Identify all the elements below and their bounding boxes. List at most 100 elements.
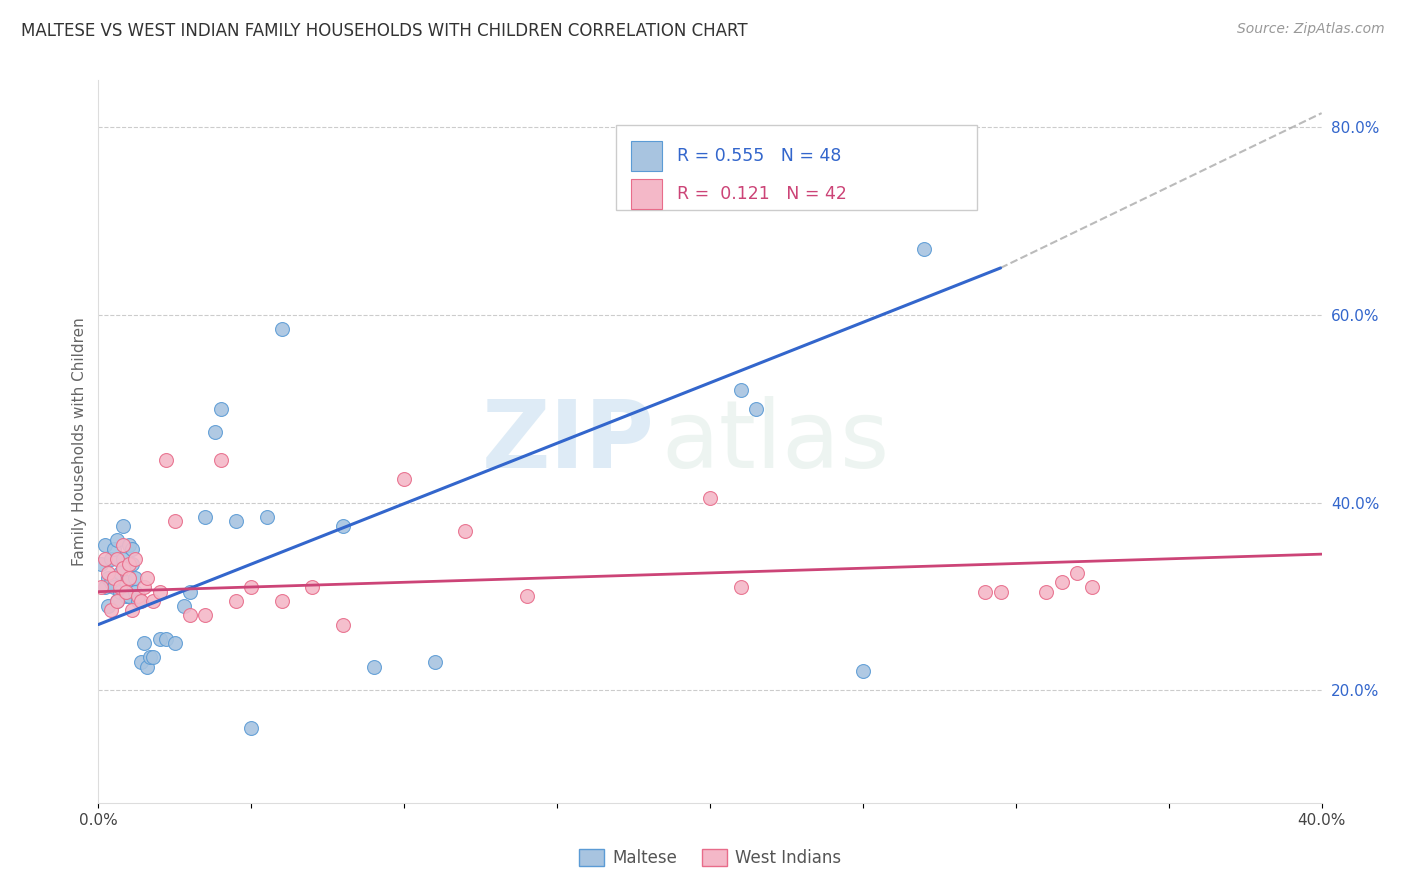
Point	[1035, 584, 1057, 599]
Point	[149, 584, 172, 599]
Point	[392, 472, 416, 486]
Point	[1066, 566, 1088, 580]
Text: MALTESE VS WEST INDIAN FAMILY HOUSEHOLDS WITH CHILDREN CORRELATION CHART: MALTESE VS WEST INDIAN FAMILY HOUSEHOLDS…	[21, 22, 748, 40]
Point	[912, 242, 935, 256]
Point	[121, 603, 143, 617]
Point	[118, 590, 141, 604]
Point	[516, 590, 538, 604]
Point	[194, 608, 217, 623]
Text: atlas: atlas	[661, 395, 890, 488]
Point	[225, 514, 247, 528]
Point	[105, 533, 128, 547]
Point	[105, 551, 128, 566]
Point	[103, 542, 125, 557]
Point	[97, 599, 120, 613]
Point	[194, 509, 217, 524]
Point	[97, 566, 120, 580]
Point	[142, 650, 165, 665]
Point	[852, 665, 875, 679]
Point	[139, 650, 162, 665]
Point	[134, 636, 156, 650]
Point	[974, 584, 997, 599]
Text: R =  0.121   N = 42: R = 0.121 N = 42	[678, 185, 846, 202]
Point	[173, 599, 195, 613]
Point	[121, 557, 143, 571]
Point	[163, 636, 186, 650]
Point	[118, 538, 141, 552]
Point	[179, 608, 201, 623]
Point	[163, 514, 186, 528]
Point	[100, 575, 122, 590]
Bar	[630, 141, 662, 171]
Point	[115, 590, 138, 604]
Point	[100, 603, 122, 617]
Point	[118, 571, 141, 585]
Point	[301, 580, 323, 594]
Point	[129, 594, 152, 608]
Point	[127, 594, 149, 608]
Point	[115, 575, 138, 590]
Point	[990, 584, 1012, 599]
Point	[108, 580, 131, 594]
Text: R = 0.555   N = 48: R = 0.555 N = 48	[678, 147, 841, 165]
Text: ZIP: ZIP	[482, 395, 655, 488]
Point	[111, 551, 134, 566]
Point	[204, 425, 226, 439]
Point	[209, 401, 232, 416]
Point	[730, 580, 752, 594]
Point	[111, 538, 134, 552]
Point	[129, 655, 152, 669]
Point	[105, 594, 128, 608]
Point	[155, 453, 177, 467]
Point	[100, 551, 122, 566]
Point	[332, 519, 354, 533]
Point	[745, 401, 768, 416]
Point	[124, 551, 146, 566]
Point	[103, 571, 125, 585]
Point	[136, 659, 159, 673]
Point	[90, 580, 112, 594]
Legend: Maltese, West Indians: Maltese, West Indians	[572, 842, 848, 874]
Point	[111, 519, 134, 533]
Point	[155, 632, 177, 646]
Point	[134, 580, 156, 594]
Point	[225, 594, 247, 608]
Point	[111, 561, 134, 575]
Point	[332, 617, 354, 632]
Point	[240, 580, 263, 594]
Point	[124, 584, 146, 599]
FancyBboxPatch shape	[616, 125, 977, 211]
Point	[124, 571, 146, 585]
Point	[121, 542, 143, 557]
Y-axis label: Family Households with Children: Family Households with Children	[72, 318, 87, 566]
Point	[103, 580, 125, 594]
Point	[142, 594, 165, 608]
Point	[97, 571, 120, 585]
Point	[270, 594, 292, 608]
Text: Source: ZipAtlas.com: Source: ZipAtlas.com	[1237, 22, 1385, 37]
Bar	[630, 178, 662, 209]
Point	[93, 551, 115, 566]
Point	[423, 655, 446, 669]
Point	[149, 632, 172, 646]
Point	[454, 524, 477, 538]
Point	[90, 557, 112, 571]
Point	[115, 584, 138, 599]
Point	[136, 571, 159, 585]
Point	[730, 383, 752, 397]
Point	[93, 580, 115, 594]
Point	[1081, 580, 1104, 594]
Point	[363, 659, 385, 673]
Point	[108, 566, 131, 580]
Point	[108, 584, 131, 599]
Point	[179, 584, 201, 599]
Point	[256, 509, 278, 524]
Point	[270, 322, 292, 336]
Point	[127, 590, 149, 604]
Point	[1050, 575, 1073, 590]
Point	[105, 594, 128, 608]
Point	[118, 557, 141, 571]
Point	[240, 721, 263, 735]
Point	[93, 538, 115, 552]
Point	[209, 453, 232, 467]
